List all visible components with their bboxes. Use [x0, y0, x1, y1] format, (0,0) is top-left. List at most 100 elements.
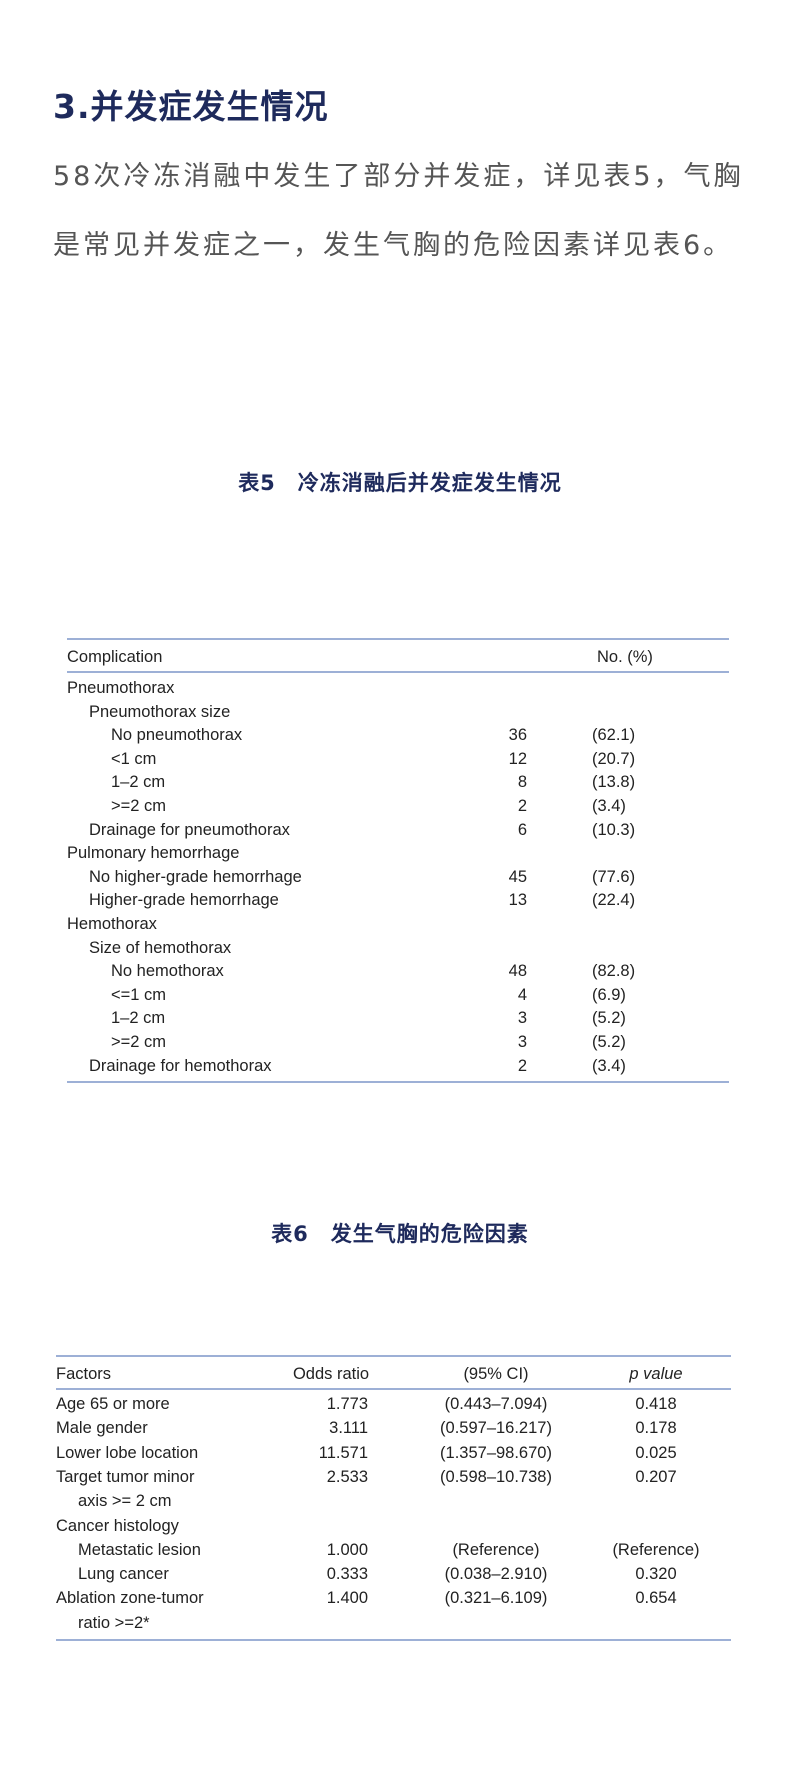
row-label: Lower lobe location — [56, 1443, 199, 1462]
row-count: 13 — [508, 891, 527, 910]
row-label: >=2 cm — [111, 1033, 167, 1051]
table-row: Ablation zone-tumor 1.400 (0.321–6.109) 0.6… — [56, 1586, 731, 1610]
table-row: Lung cancer 0.333 (0.038–2.910) 0.320 — [56, 1562, 731, 1586]
table5-caption: 表5 冷冻消融后并发症发生情况 — [238, 471, 562, 495]
header-complication: Complication — [67, 648, 163, 666]
row-percent: (5.2) — [592, 1033, 626, 1051]
row-label: Age 65 or more — [56, 1395, 170, 1413]
header-ci: (95% CI) — [463, 1365, 529, 1383]
row-count: 2 — [517, 1056, 527, 1075]
table-row: Age 65 or more 1.773 (0.443–7.094) 0.418 — [56, 1392, 731, 1416]
row-count: 12 — [508, 749, 527, 768]
table-row: >=2 cm 2 (3.4) — [67, 794, 729, 818]
row-odds-ratio: 3.111 — [329, 1419, 368, 1438]
row-label: No hemothorax — [111, 962, 224, 981]
table-rule-top — [67, 638, 729, 640]
table-rule-header — [56, 1388, 731, 1390]
body-paragraph: 58次冷冻消融中发生了部分并发症，详见表5，气胸是常见并发症之一，发生气胸的危险… — [53, 161, 744, 261]
row-percent: (6.9) — [592, 985, 626, 1004]
table-rule-top — [56, 1355, 731, 1357]
row-p-value: 0.207 — [635, 1467, 677, 1486]
row-percent: (3.4) — [592, 797, 626, 815]
table-row: >=2 cm 3 (5.2) — [67, 1030, 729, 1054]
table5: Complication No. (%) Pneumothorax Pneumot… — [67, 638, 729, 1084]
row-label: axis >= 2 cm — [78, 1492, 172, 1511]
row-p-value: 0.178 — [635, 1419, 677, 1438]
row-label: No pneumothorax — [111, 726, 243, 745]
row-percent: (3.4) — [592, 1056, 626, 1075]
row-percent: (5.2) — [592, 1009, 626, 1028]
row-odds-ratio: 0.333 — [326, 1565, 368, 1584]
row-percent: (20.7) — [592, 749, 636, 768]
row-label: 1–2 cm — [111, 773, 166, 792]
row-label: Hemothorax — [67, 915, 157, 933]
table-header-row: Complication No. (%) — [67, 645, 729, 669]
row-ci: (1.357–98.670) — [440, 1443, 552, 1462]
table-header-row: Factors Odds ratio (95% CI) p value — [56, 1362, 731, 1386]
table-row: Drainage for pneumothorax 6 (10.3) — [67, 818, 729, 842]
row-label: Metastatic lesion — [78, 1540, 201, 1559]
row-odds-ratio: 11.571 — [318, 1443, 368, 1462]
row-label: >=2 cm — [111, 797, 167, 815]
table6: Factors Odds ratio (95% CI) p value Age … — [56, 1355, 731, 1642]
row-percent: (82.8) — [592, 962, 636, 981]
row-percent: (22.4) — [592, 891, 636, 910]
row-label: Pulmonary hemorrhage — [67, 844, 240, 863]
row-p-value: 0.654 — [635, 1589, 677, 1608]
table-row: <1 cm 12 (20.7) — [67, 747, 729, 771]
row-count: 36 — [508, 726, 527, 745]
row-label: Lung cancer — [78, 1565, 169, 1584]
table-row: Pulmonary hemorrhage — [67, 841, 729, 865]
row-label: Pneumothorax — [67, 679, 175, 697]
row-label: Drainage for hemothorax — [89, 1056, 272, 1075]
row-label: <1 cm — [111, 749, 157, 768]
row-percent: (62.1) — [592, 726, 636, 745]
row-odds-ratio: 2.533 — [326, 1467, 368, 1486]
row-count: 2 — [517, 797, 527, 815]
row-odds-ratio: 1.400 — [326, 1589, 368, 1608]
table-row: No hemothorax 48 (82.8) — [67, 959, 729, 983]
row-label: Target tumor minor — [56, 1467, 195, 1486]
header-odds-ratio: Odds ratio — [292, 1365, 370, 1383]
table-row: 1–2 cm 8 (13.8) — [67, 770, 729, 794]
table-rule-bottom — [67, 1081, 729, 1083]
table-row: No higher-grade hemorrhage 45 (77.6) — [67, 865, 729, 889]
row-ci: (0.598–10.738) — [440, 1467, 552, 1486]
table-rule-header — [67, 671, 729, 673]
row-percent: (77.6) — [592, 867, 636, 886]
table-row: Target tumor minor 2.533 (0.598–10.738) 0.2… — [56, 1465, 731, 1489]
row-percent: (13.8) — [592, 773, 636, 792]
row-label: Cancer histology — [56, 1516, 179, 1535]
header-p-value: p value — [629, 1365, 683, 1383]
row-count: 4 — [517, 985, 527, 1004]
header-factors: Factors — [56, 1365, 112, 1383]
table-row: Drainage for hemothorax 2 (3.4) — [67, 1054, 729, 1078]
table-row: Pneumothorax — [67, 676, 729, 700]
row-label: 1–2 cm — [111, 1009, 166, 1028]
table-row: Pneumothorax size — [67, 700, 729, 724]
row-label: Higher-grade hemorrhage — [89, 891, 279, 910]
table-row: Cancer histology — [56, 1514, 731, 1538]
table-row: Metastatic lesion 1.000 (Reference) (Refere… — [56, 1538, 731, 1562]
section-title: 3.并发症发生情况 — [53, 87, 329, 126]
row-label: No higher-grade hemorrhage — [89, 867, 302, 886]
row-odds-ratio: 1.773 — [326, 1395, 368, 1413]
table-row: ratio >=2* — [56, 1611, 731, 1635]
row-label: Drainage for pneumothorax — [89, 820, 290, 839]
table-row: 1–2 cm 3 (5.2) — [67, 1006, 729, 1030]
row-count: 3 — [517, 1033, 527, 1051]
row-p-value: 0.320 — [635, 1565, 677, 1584]
table6-caption: 表6 发生气胸的危险因素 — [271, 1222, 529, 1246]
row-count: 48 — [508, 962, 527, 981]
row-count: 6 — [517, 820, 527, 839]
row-ci: (0.321–6.109) — [444, 1589, 548, 1608]
row-ci: (0.597–16.217) — [440, 1419, 552, 1438]
row-ci: (Reference) — [452, 1540, 540, 1559]
table-rule-bottom — [56, 1639, 731, 1641]
table-row: Lower lobe location 11.571 (1.357–98.670) 0… — [56, 1441, 731, 1465]
table-row: Higher-grade hemorrhage 13 (22.4) — [67, 888, 729, 912]
row-label: Ablation zone-tumor — [56, 1589, 204, 1608]
row-count: 45 — [508, 867, 527, 886]
table-row: <=1 cm 4 (6.9) — [67, 983, 729, 1007]
row-odds-ratio: 1.000 — [326, 1540, 368, 1559]
